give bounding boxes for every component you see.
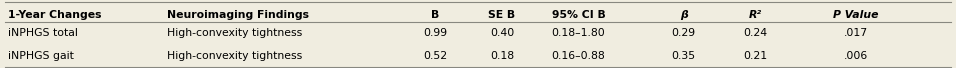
Text: iNPHGS gait: iNPHGS gait <box>8 51 74 61</box>
Text: SE B: SE B <box>489 10 515 20</box>
Text: R²: R² <box>749 10 762 20</box>
Text: 0.24: 0.24 <box>743 28 768 38</box>
Text: Neuroimaging Findings: Neuroimaging Findings <box>167 10 310 20</box>
Text: 95% CI B: 95% CI B <box>552 10 605 20</box>
Text: 0.40: 0.40 <box>489 28 514 38</box>
Text: 0.18: 0.18 <box>489 51 514 61</box>
Text: 0.29: 0.29 <box>671 28 696 38</box>
Text: β: β <box>680 10 687 20</box>
Text: 0.52: 0.52 <box>423 51 447 61</box>
Text: 0.35: 0.35 <box>671 51 696 61</box>
Text: B: B <box>431 10 439 20</box>
Text: 0.16–0.88: 0.16–0.88 <box>552 51 605 61</box>
Text: iNPHGS total: iNPHGS total <box>8 28 77 38</box>
Text: 0.99: 0.99 <box>423 28 447 38</box>
Text: .017: .017 <box>843 28 868 38</box>
Text: 0.18–1.80: 0.18–1.80 <box>552 28 605 38</box>
Text: P Value: P Value <box>833 10 879 20</box>
Text: .006: .006 <box>843 51 868 61</box>
Text: 1-Year Changes: 1-Year Changes <box>8 10 101 20</box>
Text: High-convexity tightness: High-convexity tightness <box>167 51 302 61</box>
Text: 0.21: 0.21 <box>743 51 768 61</box>
Text: High-convexity tightness: High-convexity tightness <box>167 28 302 38</box>
